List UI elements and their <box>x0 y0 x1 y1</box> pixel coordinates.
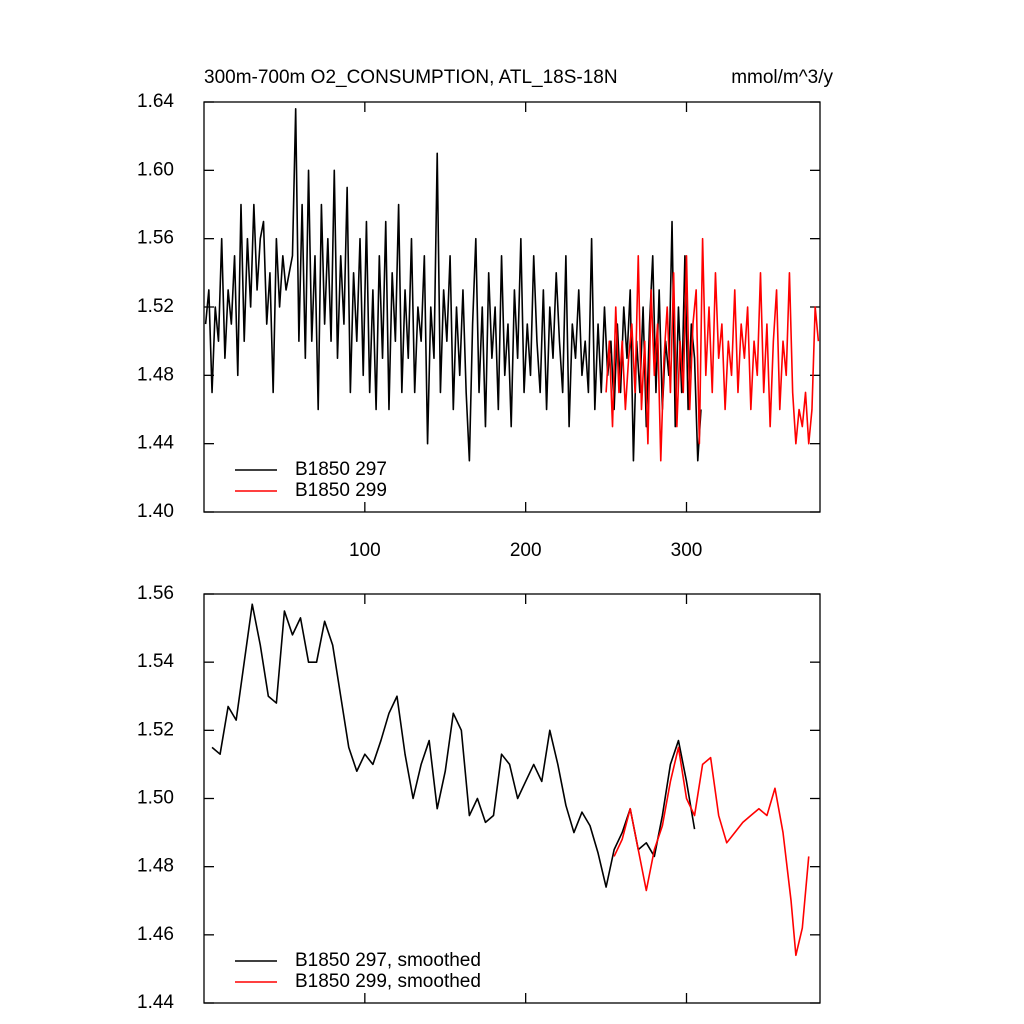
y-tick-label: 1.50 <box>137 788 174 809</box>
y-tick-label: 1.44 <box>137 433 174 454</box>
y-tick-label: 1.44 <box>137 992 174 1013</box>
y-tick-label: 1.52 <box>137 296 174 317</box>
x-tick-label: 200 <box>510 540 542 561</box>
legend-label: B1850 299, smoothed <box>295 971 481 992</box>
x-tick-label: 100 <box>349 540 381 561</box>
plot-frame <box>203 593 821 1004</box>
y-tick-label: 1.54 <box>137 651 174 672</box>
data-line <box>613 746 810 957</box>
legend-label: B1850 299 <box>295 480 387 501</box>
y-tick-label: 1.64 <box>137 91 174 112</box>
y-tick-label: 1.56 <box>137 228 174 249</box>
y-tick-label: 1.48 <box>137 364 174 385</box>
legend-label: B1850 297 <box>295 459 387 480</box>
y-tick-label: 1.52 <box>137 719 174 740</box>
legend-label: B1850 297, smoothed <box>295 950 481 971</box>
x-tick-label: 300 <box>671 540 703 561</box>
y-tick-label: 1.56 <box>137 583 174 604</box>
data-line <box>211 603 696 888</box>
y-tick-label: 1.40 <box>137 501 174 522</box>
chart-title: 300m-700m O2_CONSUMPTION, ATL_18S-18N <box>204 67 618 88</box>
y-tick-label: 1.48 <box>137 856 174 877</box>
y-tick-label: 1.46 <box>137 924 174 945</box>
y-tick-label: 1.60 <box>137 159 174 180</box>
chart-units: mmol/m^3/y <box>731 67 833 88</box>
data-line <box>204 108 702 462</box>
data-line <box>605 237 820 462</box>
